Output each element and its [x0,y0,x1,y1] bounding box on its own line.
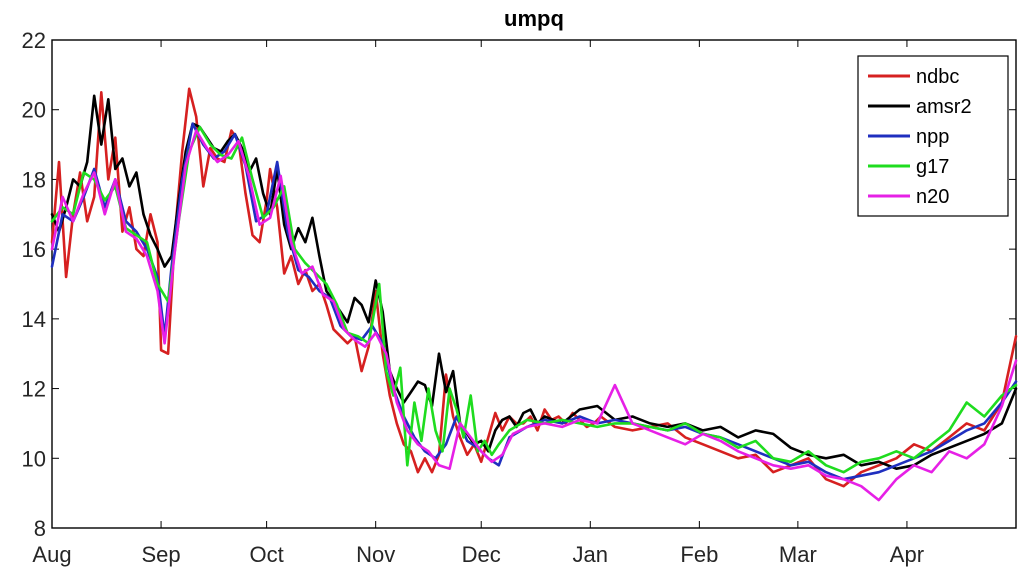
legend-label-ndbc: ndbc [916,66,959,88]
legend-label-npp: npp [916,126,949,148]
axes: 8 10 12 14 16 18 20 22 Aug Sep Oct Nov Dec Jan Feb Mar A… [22,28,1016,567]
legend-label-amsr2: amsr2 [916,96,972,118]
plot-area [51,39,1017,529]
y-tick-label: 10 [22,446,46,471]
y-tick-label: 22 [22,28,46,53]
y-tick-label: 8 [34,516,46,541]
y-tick-label: 20 [22,98,46,123]
series-line-n20 [50,129,1018,502]
legend-label-g17: g17 [916,156,949,178]
x-tick-label: Oct [249,542,283,567]
legend: ndbc amsr2 npp g17 n20 [857,55,1009,217]
y-tick-label: 12 [22,377,46,402]
x-tick-label: Aug [32,542,71,567]
y-tick-label: 14 [22,307,46,332]
series-line-amsr2 [50,94,1018,471]
y-tick-label: 16 [22,237,46,262]
x-tick-label: Sep [141,542,180,567]
y-tick-label: 18 [22,167,46,192]
legend-label-n20: n20 [916,186,949,208]
chart-title: umpq [504,6,564,31]
x-tick-label: Feb [680,542,718,567]
x-tick-label: Apr [890,542,924,567]
series-line-ndbc [50,87,1018,488]
x-tick-label: Nov [356,542,395,567]
x-tick-label: Jan [573,542,608,567]
x-tick-label: Mar [779,542,817,567]
series-layer [50,87,1018,502]
x-tick-label: Dec [462,542,501,567]
